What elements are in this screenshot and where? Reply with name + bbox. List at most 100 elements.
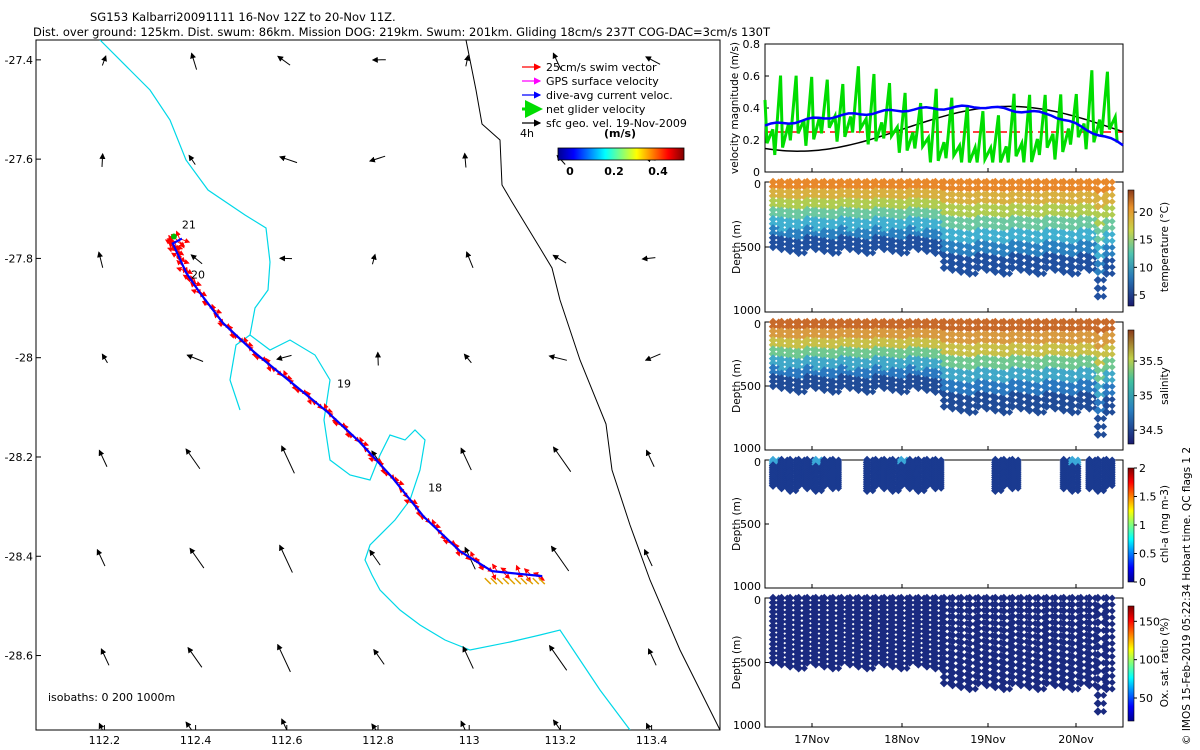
- salinity-sample: [1102, 407, 1111, 417]
- salinity-sample: [999, 362, 1009, 372]
- salinity-sample: [1108, 370, 1116, 378]
- temperature-sample: [1108, 250, 1116, 258]
- salinity-sample: [905, 349, 915, 359]
- salinity-sample: [802, 345, 812, 354]
- salinity-sample: [965, 337, 974, 346]
- salinity-sample: [888, 317, 897, 327]
- salinity-sample: [811, 322, 820, 331]
- salinity-sample: [982, 397, 991, 407]
- salinity-sample: [956, 380, 966, 390]
- salinity-sample: [811, 317, 820, 327]
- salinity-sample: [1085, 404, 1094, 413]
- salinity-sample: [1016, 336, 1026, 345]
- salinity-sample: [1025, 349, 1034, 358]
- salinity-sample: [828, 337, 838, 347]
- salinity-sample: [982, 379, 991, 388]
- salinity-sample: [862, 357, 872, 367]
- salinity-sample: [973, 390, 983, 399]
- velocity-panel: 00.20.40.60.8 velocity magnitude (m/s): [729, 38, 1124, 179]
- geo-vector: [643, 548, 653, 567]
- salinity-sample: [999, 407, 1009, 417]
- salinity-sample: [1025, 399, 1034, 409]
- salinity-sample: [897, 317, 906, 327]
- salinity-sample: [828, 372, 838, 382]
- temperature-sample: [1108, 257, 1116, 265]
- salinity-sample: [956, 393, 966, 402]
- salinity-sample: [903, 388, 911, 396]
- salinity-sample: [802, 381, 812, 391]
- salinity-sample: [1076, 341, 1086, 351]
- salinity-sample: [982, 367, 991, 376]
- salinity-sample: [785, 380, 795, 390]
- salinity-sample: [785, 375, 795, 385]
- salinity-sample: [965, 362, 974, 372]
- salinity-sample: [1093, 349, 1103, 359]
- geo-vector: [281, 718, 288, 730]
- salinity-sample: [905, 340, 915, 350]
- salinity-sample: [1016, 342, 1026, 351]
- salinity-sample: [1025, 393, 1034, 402]
- salinity-sample: [777, 355, 786, 364]
- salinity-sample: [999, 330, 1009, 340]
- salinity-sample: [1008, 384, 1017, 393]
- salinity-sample: [905, 322, 915, 331]
- salinity-sample: [811, 350, 820, 360]
- salinity-sample: [973, 366, 983, 375]
- salinity-sample: [1076, 378, 1086, 387]
- salinity-sample: [837, 331, 846, 340]
- temperature-sample: [999, 269, 1009, 278]
- salinity-sample: [939, 347, 949, 357]
- salinity-sample: [897, 352, 906, 362]
- salinity-sample: [777, 364, 786, 374]
- map-xtick-label: 112.4: [180, 734, 212, 747]
- temperature-sample: [1008, 263, 1017, 273]
- salinity-sample: [888, 366, 897, 375]
- temperature-sample: [1108, 185, 1116, 193]
- salinity-sample: [1050, 397, 1060, 407]
- salinity-sample: [828, 327, 838, 337]
- geo-vector: [644, 353, 661, 362]
- salinity-sample: [1025, 374, 1034, 384]
- salinity-sample: [794, 362, 803, 372]
- salinity-sample: [845, 364, 855, 374]
- salinity-sample: [777, 331, 786, 341]
- salinity-sample: [794, 317, 803, 327]
- salinity-sample: [820, 341, 829, 351]
- geo-vector: [641, 255, 656, 262]
- salinity-sample: [922, 337, 932, 346]
- salinity-sample: [888, 346, 897, 356]
- day-label: 20: [191, 268, 205, 281]
- salinity-sample: [854, 380, 863, 390]
- salinity-sample: [811, 360, 820, 369]
- salinity-sample: [1042, 378, 1051, 387]
- salinity-sample: [794, 377, 803, 387]
- salinity-sample: [948, 336, 957, 345]
- salinity-sample: [828, 362, 838, 372]
- salinity-sample: [879, 317, 889, 327]
- salinity-sample: [905, 317, 915, 327]
- temperature-sample: [1093, 259, 1103, 268]
- salinity-sample: [785, 371, 795, 380]
- geo-vector: [460, 720, 466, 730]
- salinity-sample: [914, 383, 923, 393]
- salinity-sample: [845, 378, 855, 388]
- salinity-sample: [965, 395, 974, 404]
- temperature-cbar-label: temperature (°C): [1159, 202, 1171, 292]
- geo-vector: [188, 154, 196, 165]
- salinity-cbar-tick-label: 35: [1139, 390, 1153, 403]
- salinity-sample: [1068, 356, 1077, 365]
- salinity-sample: [1108, 337, 1116, 345]
- legend-label: net glider velocity: [546, 103, 646, 116]
- salinity-sample: [794, 387, 803, 397]
- oxygen-cbar-tick-label: 50: [1139, 692, 1153, 705]
- salinity-sample: [820, 322, 829, 332]
- temperature-cbar-tick-label: 10: [1139, 261, 1153, 274]
- temperature-sample: [1068, 262, 1077, 272]
- salinity-sample: [1108, 363, 1116, 371]
- salinity-sample: [931, 372, 940, 382]
- salinity-sample: [1076, 317, 1086, 327]
- salinity-sample: [785, 337, 795, 346]
- salinity-sample: [1016, 397, 1026, 407]
- salinity-sample: [1102, 356, 1111, 365]
- salinity-sample: [922, 361, 932, 370]
